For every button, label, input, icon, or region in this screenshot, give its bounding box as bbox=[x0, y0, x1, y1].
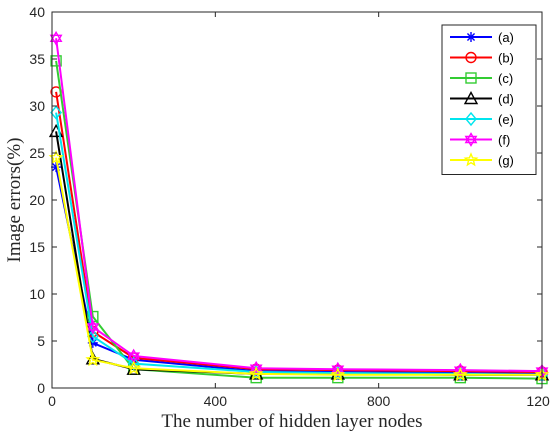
legend-label: (d) bbox=[498, 92, 514, 107]
data-point-marker bbox=[331, 365, 344, 381]
y-tick-label: 25 bbox=[29, 145, 45, 161]
data-point-marker bbox=[466, 32, 476, 42]
y-tick-label: 10 bbox=[29, 286, 45, 302]
legend-label: (a) bbox=[498, 30, 514, 45]
legend-label: (e) bbox=[498, 112, 514, 127]
y-tick-label: 20 bbox=[29, 192, 45, 208]
legend: (a) (b) (c) (d) (e) (f) (g) bbox=[441, 24, 537, 175]
data-point-marker bbox=[51, 162, 62, 173]
x-axis-label: The number of hidden layer nodes bbox=[161, 411, 422, 432]
series-line bbox=[55, 166, 543, 375]
legend-entry: (a) bbox=[450, 30, 514, 45]
x-tick-label: 0 bbox=[48, 393, 56, 409]
data-point-marker bbox=[250, 364, 263, 380]
legend-entry: (e) bbox=[450, 111, 514, 127]
data-point-marker bbox=[331, 361, 345, 377]
data-point-marker bbox=[50, 105, 62, 120]
y-tick-label: 35 bbox=[29, 51, 45, 67]
data-point-marker bbox=[127, 348, 141, 364]
legend-entry: (f) bbox=[450, 132, 510, 148]
data-point-marker bbox=[49, 30, 63, 46]
series-line bbox=[55, 157, 542, 376]
data-point-marker bbox=[50, 55, 62, 67]
x-tick-label: 800 bbox=[367, 393, 391, 409]
data-point-marker bbox=[248, 366, 264, 381]
data-point-marker bbox=[86, 329, 99, 344]
y-tick-label: 30 bbox=[29, 98, 45, 114]
data-point-marker bbox=[86, 319, 100, 335]
data-point-marker bbox=[465, 111, 477, 127]
series-6 bbox=[48, 149, 550, 382]
data-point-marker bbox=[463, 91, 479, 105]
y-tick-label: 0 bbox=[37, 380, 45, 396]
x-tick-label: 400 bbox=[204, 393, 228, 409]
legend-entry: (c) bbox=[450, 71, 513, 86]
data-point-marker bbox=[465, 72, 477, 84]
legend-label: (g) bbox=[498, 153, 514, 168]
data-point-marker bbox=[127, 356, 140, 371]
legend-label: (f) bbox=[498, 133, 510, 148]
y-axis-label: Image errors(%) bbox=[4, 137, 25, 262]
data-point-marker bbox=[452, 367, 468, 382]
legend-label: (c) bbox=[498, 71, 513, 86]
legend-entry: (d) bbox=[450, 91, 514, 107]
legend-entry: (b) bbox=[450, 51, 514, 66]
y-tick-label: 15 bbox=[29, 239, 45, 255]
y-tick-label: 40 bbox=[29, 4, 45, 20]
series-0 bbox=[51, 162, 547, 379]
y-tick-label: 5 bbox=[37, 333, 45, 349]
data-point-marker bbox=[464, 132, 478, 147]
data-point-marker bbox=[465, 51, 477, 64]
legend-entry: (g) bbox=[450, 152, 514, 168]
data-point-marker bbox=[126, 360, 142, 375]
data-point-marker bbox=[454, 366, 467, 381]
legend-box bbox=[441, 24, 537, 175]
data-point-marker bbox=[249, 360, 263, 376]
data-point-marker bbox=[330, 367, 346, 382]
data-point-marker bbox=[463, 152, 479, 167]
plot-area bbox=[48, 30, 550, 385]
data-point-marker bbox=[85, 351, 101, 367]
legend-label: (b) bbox=[498, 51, 514, 66]
